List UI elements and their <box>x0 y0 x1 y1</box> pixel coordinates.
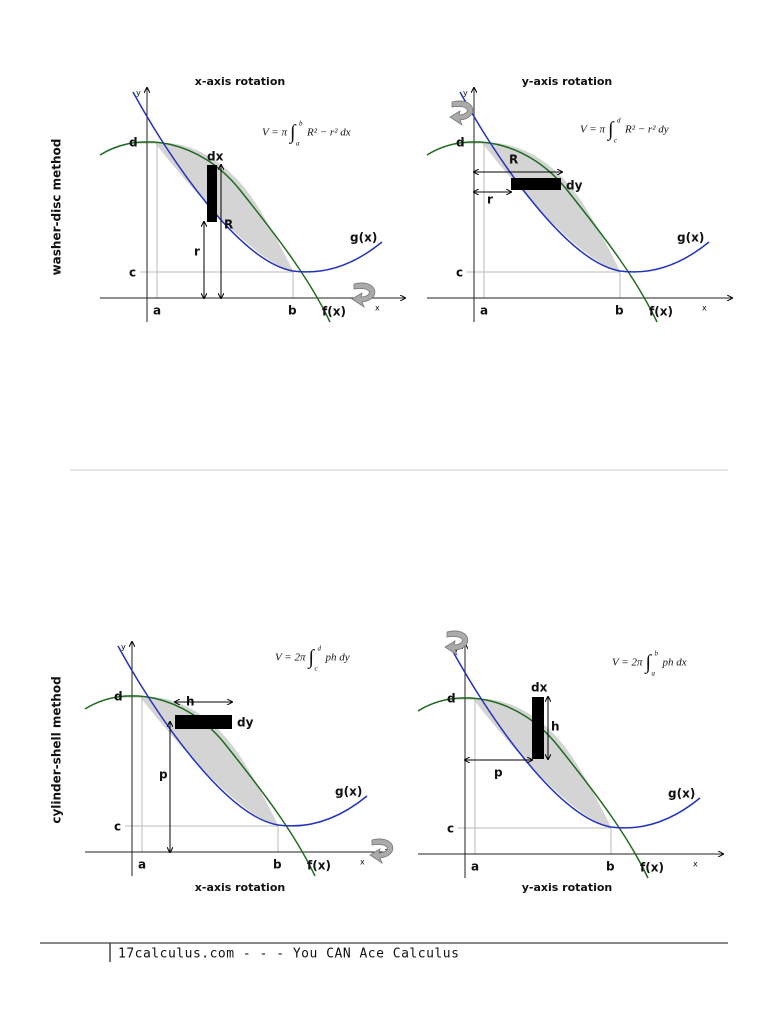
curve-label: g(x) <box>677 231 704 245</box>
curve-label: f(x) <box>322 305 346 319</box>
element-label: r <box>194 245 200 259</box>
point-label: c <box>114 820 121 834</box>
point-label: b <box>288 304 297 318</box>
diagram: d c a b f(x) g(x) x y h dy p <box>84 642 390 877</box>
point-label: b <box>615 304 624 318</box>
axis-label: y <box>136 89 141 98</box>
axis-label: x <box>375 304 380 313</box>
curve-label: f(x) <box>640 861 664 875</box>
curve-g <box>117 645 368 827</box>
side-label: cylinder-shell method <box>50 676 64 823</box>
formula-body: ph dx <box>661 657 686 669</box>
element-label: dx <box>207 150 224 164</box>
element-label: p <box>159 768 168 782</box>
element-label: h <box>186 695 195 709</box>
curve-label: f(x) <box>649 305 673 319</box>
point-label: d <box>447 692 456 706</box>
element-label: p <box>494 766 503 780</box>
point-label: a <box>480 304 488 318</box>
point-label: a <box>153 304 161 318</box>
formula-lhs: V = 2π <box>612 657 643 669</box>
diagram: d c a b f(x) g(x) x y dx Rr <box>99 88 405 323</box>
curve-f <box>426 141 658 323</box>
region <box>155 142 293 271</box>
diagram: d c a b f(x) g(x) x y Rdy r <box>426 88 732 323</box>
axis-label: x <box>702 304 707 313</box>
element-strip <box>511 178 561 190</box>
formula-upper: b <box>654 650 658 658</box>
curve-label: g(x) <box>668 787 695 801</box>
element-strip <box>207 165 217 222</box>
point-label: d <box>456 136 465 150</box>
rotation-icon <box>444 630 469 657</box>
curve-g <box>450 647 701 829</box>
curve-g <box>459 91 710 273</box>
point-label: c <box>129 266 136 280</box>
formula-upper: d <box>617 117 621 125</box>
formula-lhs: V = π <box>580 124 605 136</box>
point-label: a <box>138 858 146 872</box>
element-label: R <box>509 153 518 167</box>
rotation-icon <box>449 100 474 127</box>
integral-sign: ∫ <box>306 647 315 670</box>
element-label: r <box>487 193 493 207</box>
formula-body: R² − r² dx <box>306 127 351 139</box>
element-strip <box>175 715 232 729</box>
point-label: d <box>129 136 138 150</box>
element-label: dy <box>566 179 583 193</box>
point-label: b <box>273 858 282 872</box>
element-label: R <box>224 218 233 232</box>
formula-body: ph dy <box>324 652 349 664</box>
element-strip <box>532 697 544 759</box>
rotation-icon <box>351 282 376 309</box>
formula-lhs: V = 2π <box>275 652 306 664</box>
integral-sign: ∫ <box>288 122 297 145</box>
point-label: c <box>456 266 463 280</box>
formula-upper: b <box>299 120 303 128</box>
region <box>140 696 278 825</box>
footer-text: 17calculus.com - - - You CAN Ace Calculu… <box>118 947 459 962</box>
curve-g <box>132 91 383 273</box>
rotation-icon <box>369 838 394 865</box>
element-label: dy <box>237 716 254 730</box>
curve-label: f(x) <box>307 859 331 873</box>
element-label: h <box>551 720 560 734</box>
curve-f <box>99 141 331 323</box>
point-label: a <box>471 860 479 874</box>
formula-lower: a <box>651 670 655 678</box>
axis-label: y <box>121 643 126 652</box>
formula-lower: c <box>614 137 618 145</box>
element-label: dx <box>531 681 548 695</box>
panel-title: y-axis rotation <box>522 75 612 88</box>
side-label: washer-disc method <box>50 139 64 276</box>
curve-f <box>84 695 316 877</box>
panel-title: x-axis rotation <box>195 75 285 88</box>
point-label: c <box>447 822 454 836</box>
formula-lower: c <box>314 665 318 673</box>
curve-label: g(x) <box>335 785 362 799</box>
point-label: b <box>606 860 615 874</box>
formula-lhs: V = π <box>262 127 287 139</box>
region <box>473 698 611 827</box>
formula-lower: a <box>296 140 300 148</box>
panel-title: x-axis rotation <box>195 881 285 894</box>
point-label: d <box>114 690 123 704</box>
curve-label: g(x) <box>350 231 377 245</box>
integral-sign: ∫ <box>643 652 652 675</box>
formula-upper: d <box>317 645 321 653</box>
integral-sign: ∫ <box>606 119 615 142</box>
axis-label: x <box>693 860 698 869</box>
axis-label: x <box>360 858 365 867</box>
panel-title: y-axis rotation <box>522 881 612 894</box>
curve-f <box>417 697 649 879</box>
formula-body: R² − r² dy <box>624 124 669 136</box>
axis-label: y <box>463 89 468 98</box>
